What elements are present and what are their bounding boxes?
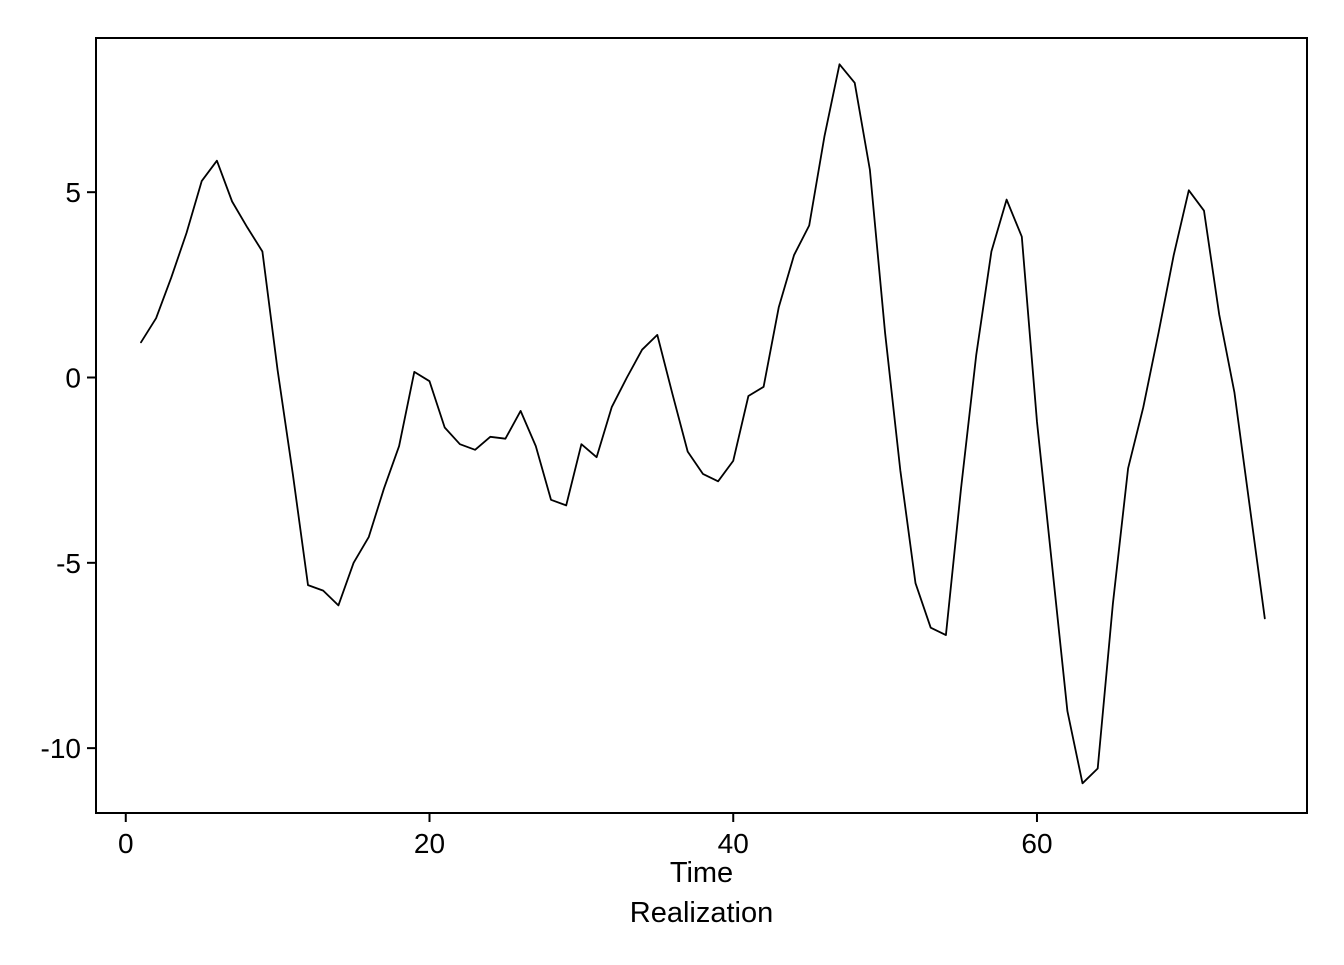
- x-tick-label: 40: [718, 828, 749, 859]
- x-tick-label: 0: [118, 828, 134, 859]
- y-tick-label: 5: [65, 177, 81, 208]
- x-tick-label: 20: [414, 828, 445, 859]
- realization-series-line: [140, 63, 1266, 785]
- x-axis-label: Time: [670, 857, 733, 889]
- y-tick-label: -5: [56, 548, 81, 579]
- y-tick-label: 0: [65, 363, 81, 394]
- plot-frame: [95, 37, 1308, 814]
- y-tick-label: -10: [41, 733, 81, 764]
- plot-sublabel: Realization: [630, 897, 773, 929]
- plot-area: 0 20 40 60 -10 -5 0 5: [41, 37, 1308, 859]
- x-tick-label: 60: [1021, 828, 1052, 859]
